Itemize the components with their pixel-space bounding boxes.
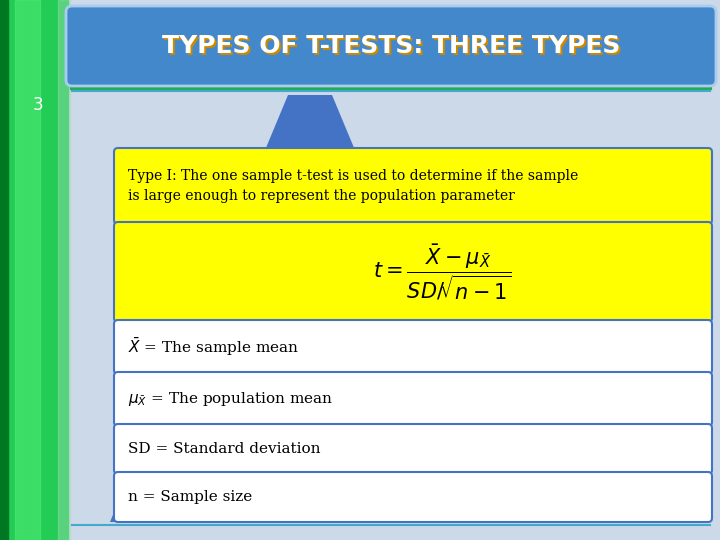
FancyBboxPatch shape (66, 6, 716, 86)
Bar (58, 0, 70, 540)
Text: $\bar{X}$ = The sample mean: $\bar{X}$ = The sample mean (128, 336, 300, 358)
Text: Type I: The one sample t-test is used to determine if the sample
is large enough: Type I: The one sample t-test is used to… (128, 169, 578, 202)
FancyBboxPatch shape (114, 222, 712, 322)
Text: TYPES OF T-TESTS: THREE TYPES: TYPES OF T-TESTS: THREE TYPES (162, 34, 620, 58)
Bar (0, 0, 8, 540)
Text: $\mu_{\bar{X}}$ = The population mean: $\mu_{\bar{X}}$ = The population mean (128, 390, 333, 408)
Bar (15, 0, 40, 540)
Text: n = Sample size: n = Sample size (128, 490, 252, 504)
Text: SD = Standard deviation: SD = Standard deviation (128, 442, 320, 456)
FancyBboxPatch shape (114, 424, 712, 474)
Text: 3: 3 (32, 96, 43, 114)
FancyBboxPatch shape (114, 472, 712, 522)
Polygon shape (110, 95, 510, 522)
Text: $t = \dfrac{\bar{X} - \mu_{\bar{X}}}{SD/\!\sqrt{n-1}}$: $t = \dfrac{\bar{X} - \mu_{\bar{X}}}{SD/… (373, 242, 512, 302)
Bar (0, 0, 68, 540)
FancyBboxPatch shape (114, 148, 712, 224)
FancyBboxPatch shape (114, 320, 712, 374)
FancyBboxPatch shape (114, 372, 712, 426)
Text: TYPES OF T-TESTS: THREE TYPES: TYPES OF T-TESTS: THREE TYPES (164, 36, 622, 60)
